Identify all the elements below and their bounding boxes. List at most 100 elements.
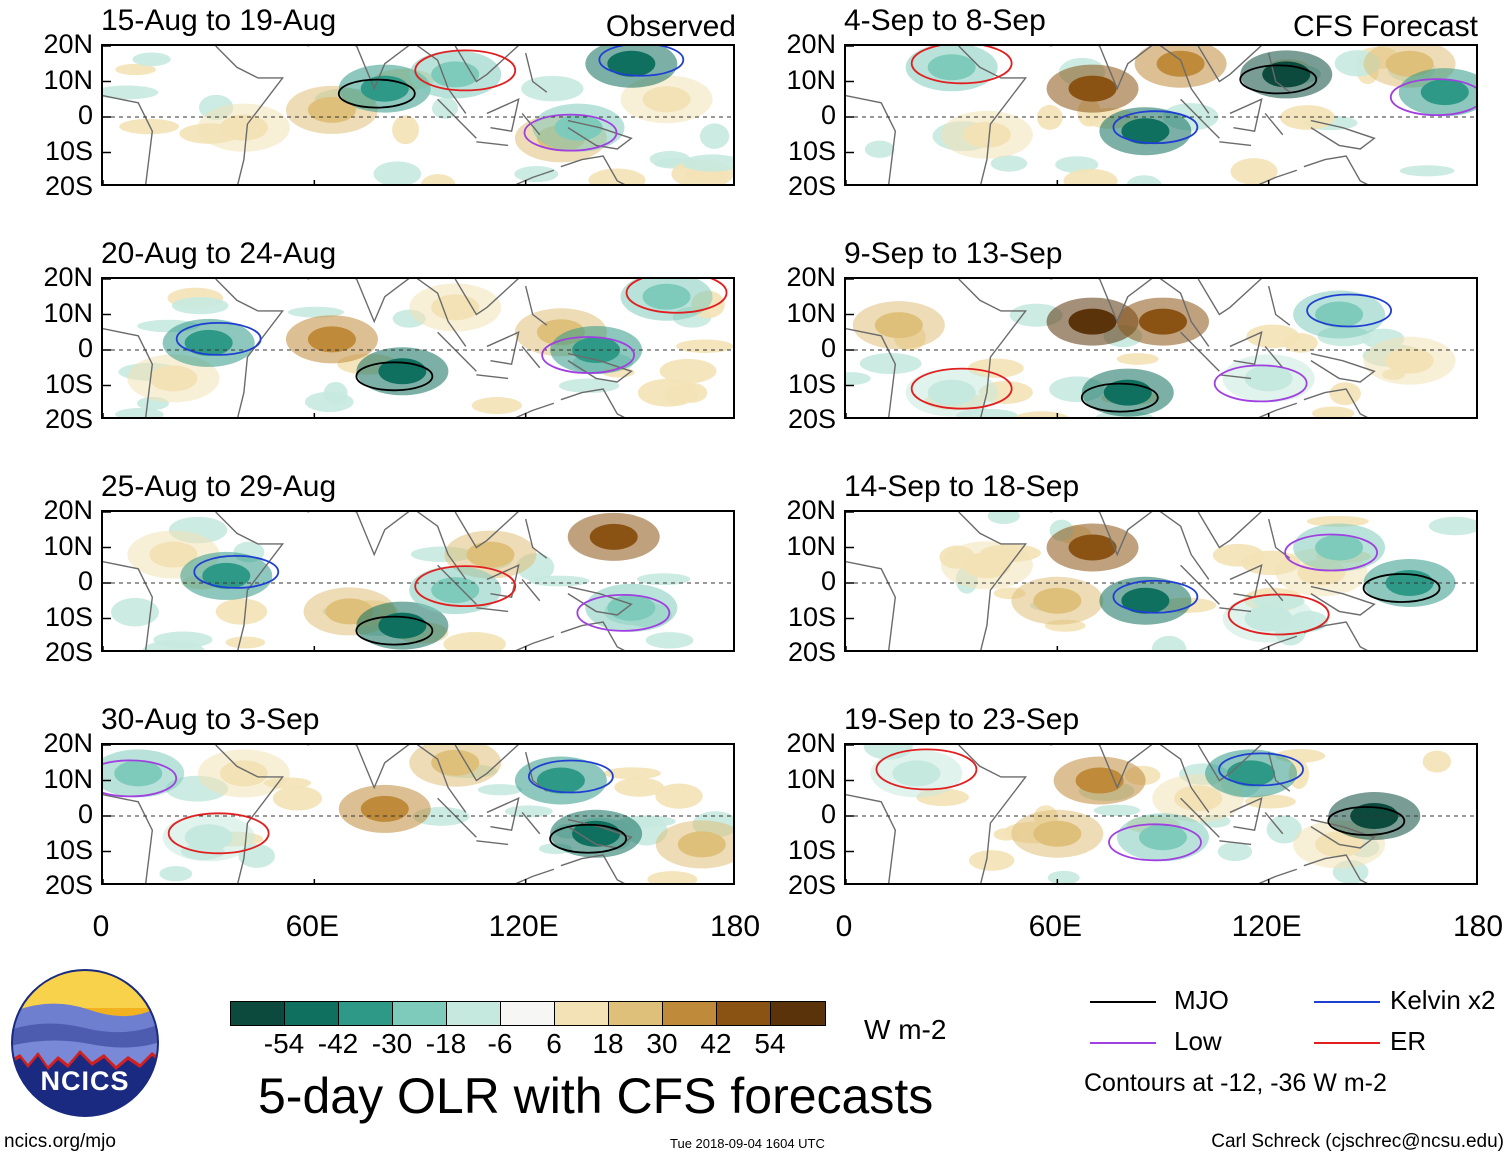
anomaly-speck — [132, 52, 171, 67]
anomaly-speck — [968, 850, 1015, 871]
anomaly-speck — [1244, 794, 1296, 809]
olr-anomaly — [338, 784, 431, 833]
colorbar-swatch — [447, 1002, 501, 1025]
y-tick-label: 20N — [43, 728, 93, 758]
x-tick-label: 60E — [1028, 910, 1083, 943]
y-tick-label: 20S — [44, 404, 93, 434]
contour-line — [875, 748, 978, 791]
anomaly-speck — [859, 353, 922, 375]
contour-line — [523, 113, 618, 152]
olr-anomaly — [852, 301, 945, 350]
y-tick-label: 10S — [787, 834, 836, 865]
contour-line — [910, 46, 1013, 85]
olr-anomaly — [127, 354, 220, 403]
anomaly-speck — [558, 378, 620, 393]
anomaly-speck — [477, 784, 523, 796]
olr-anomaly — [585, 583, 678, 632]
olr-anomaly — [567, 512, 660, 561]
olr-anomaly — [1117, 297, 1209, 346]
contour-line — [1108, 823, 1202, 862]
footer-timestamp: Tue 2018-09-04 1604 UTC — [670, 1136, 825, 1151]
colorbar-swatch — [231, 1002, 285, 1025]
contour-line — [1213, 364, 1308, 403]
contour-line — [103, 759, 178, 798]
anomaly-speck — [225, 636, 266, 649]
olr-field — [846, 512, 1476, 650]
map-panel — [101, 44, 735, 186]
y-tick-label: 20S — [44, 171, 93, 201]
anomaly-speck — [1126, 175, 1162, 184]
anomaly-speck — [1329, 382, 1361, 406]
contour-line — [910, 367, 1013, 410]
anomaly-speck — [1306, 515, 1369, 527]
anomaly-speck — [103, 85, 159, 100]
legend-label: ER — [1390, 1026, 1427, 1056]
legend-line-mjo — [1090, 1001, 1156, 1003]
anomaly-speck — [655, 783, 703, 809]
panel-title: 19-Sep to 23-Sep — [844, 703, 1080, 736]
y-tick-label: 0 — [820, 566, 836, 596]
anomaly-speck — [304, 391, 354, 413]
chart-title: 5-day OLR with CFS forecasts — [258, 1068, 934, 1124]
panel-title: 9-Sep to 13-Sep — [844, 237, 1063, 270]
y-tick-label: 10N — [786, 763, 836, 794]
contour-line — [175, 322, 262, 356]
y-tick-label: 20N — [786, 495, 836, 525]
contour-line — [1112, 579, 1199, 614]
forecast-label: CFS Forecast — [1292, 10, 1478, 43]
anomaly-speck — [1230, 158, 1278, 184]
x-tick-label: 0 — [835, 910, 853, 943]
olr-field — [846, 46, 1476, 184]
colorbar-swatch — [501, 1002, 555, 1025]
contour-line — [598, 46, 685, 77]
contour-line — [355, 361, 434, 392]
anomaly-speck — [1093, 804, 1141, 817]
anomaly-speck — [115, 408, 164, 417]
y-tick-label: 10S — [44, 601, 93, 632]
x-tick-label: 0 — [92, 910, 110, 943]
anomaly-speck — [603, 767, 661, 780]
contour-line — [1112, 110, 1199, 145]
panel-title: 25-Aug to 29-Aug — [101, 470, 337, 503]
olr-anomaly — [1046, 64, 1139, 113]
y-tick-label: 10S — [44, 135, 93, 166]
footer-author: Carl Schreck (cjschrec@ncsu.edu) — [1211, 1131, 1504, 1152]
olr-anomaly — [1046, 297, 1139, 346]
contour-line — [1306, 293, 1393, 328]
y-tick-label: 20S — [787, 171, 836, 201]
anomaly-speck — [471, 397, 523, 414]
contour-line — [1362, 573, 1441, 603]
anomaly-speck — [588, 168, 646, 184]
legend-label: Low — [1174, 1026, 1222, 1056]
colorbar-tick-label: 30 — [646, 1028, 678, 1059]
colorbar-tick-label: -18 — [425, 1028, 467, 1059]
olr-anomaly — [550, 326, 643, 374]
contour-line — [193, 555, 280, 589]
anomaly-speck — [443, 632, 506, 650]
anomaly-speck — [111, 597, 159, 627]
contour-line — [414, 565, 517, 607]
map-panel — [844, 743, 1478, 885]
footer-website: ncics.org/mjo — [4, 1131, 116, 1152]
olr-anomaly — [905, 368, 998, 417]
colorbar-tick-label: -30 — [371, 1028, 413, 1059]
map-panel — [101, 743, 735, 885]
olr-anomaly — [1240, 50, 1333, 99]
y-tick-label: 20N — [43, 495, 93, 525]
anomaly-speck — [676, 339, 733, 353]
anomaly-speck — [1063, 168, 1118, 184]
logo-text: NCICS — [40, 1066, 130, 1096]
y-tick-label: 10S — [44, 368, 93, 399]
olr-anomaly — [356, 347, 449, 396]
y-tick-label: 10N — [786, 530, 836, 561]
anomaly-speck — [636, 573, 691, 586]
contour-line — [167, 812, 270, 855]
anomaly-speck — [392, 115, 419, 145]
colorbar-swatch — [393, 1002, 447, 1025]
y-tick-label: 0 — [77, 333, 93, 363]
y-tick-label: 0 — [77, 100, 93, 130]
contour-line — [1389, 78, 1476, 117]
colorbar-units: W m-2 — [864, 1014, 947, 1045]
anomaly-speck — [1428, 516, 1476, 536]
x-tick-label: 60E — [285, 910, 340, 943]
